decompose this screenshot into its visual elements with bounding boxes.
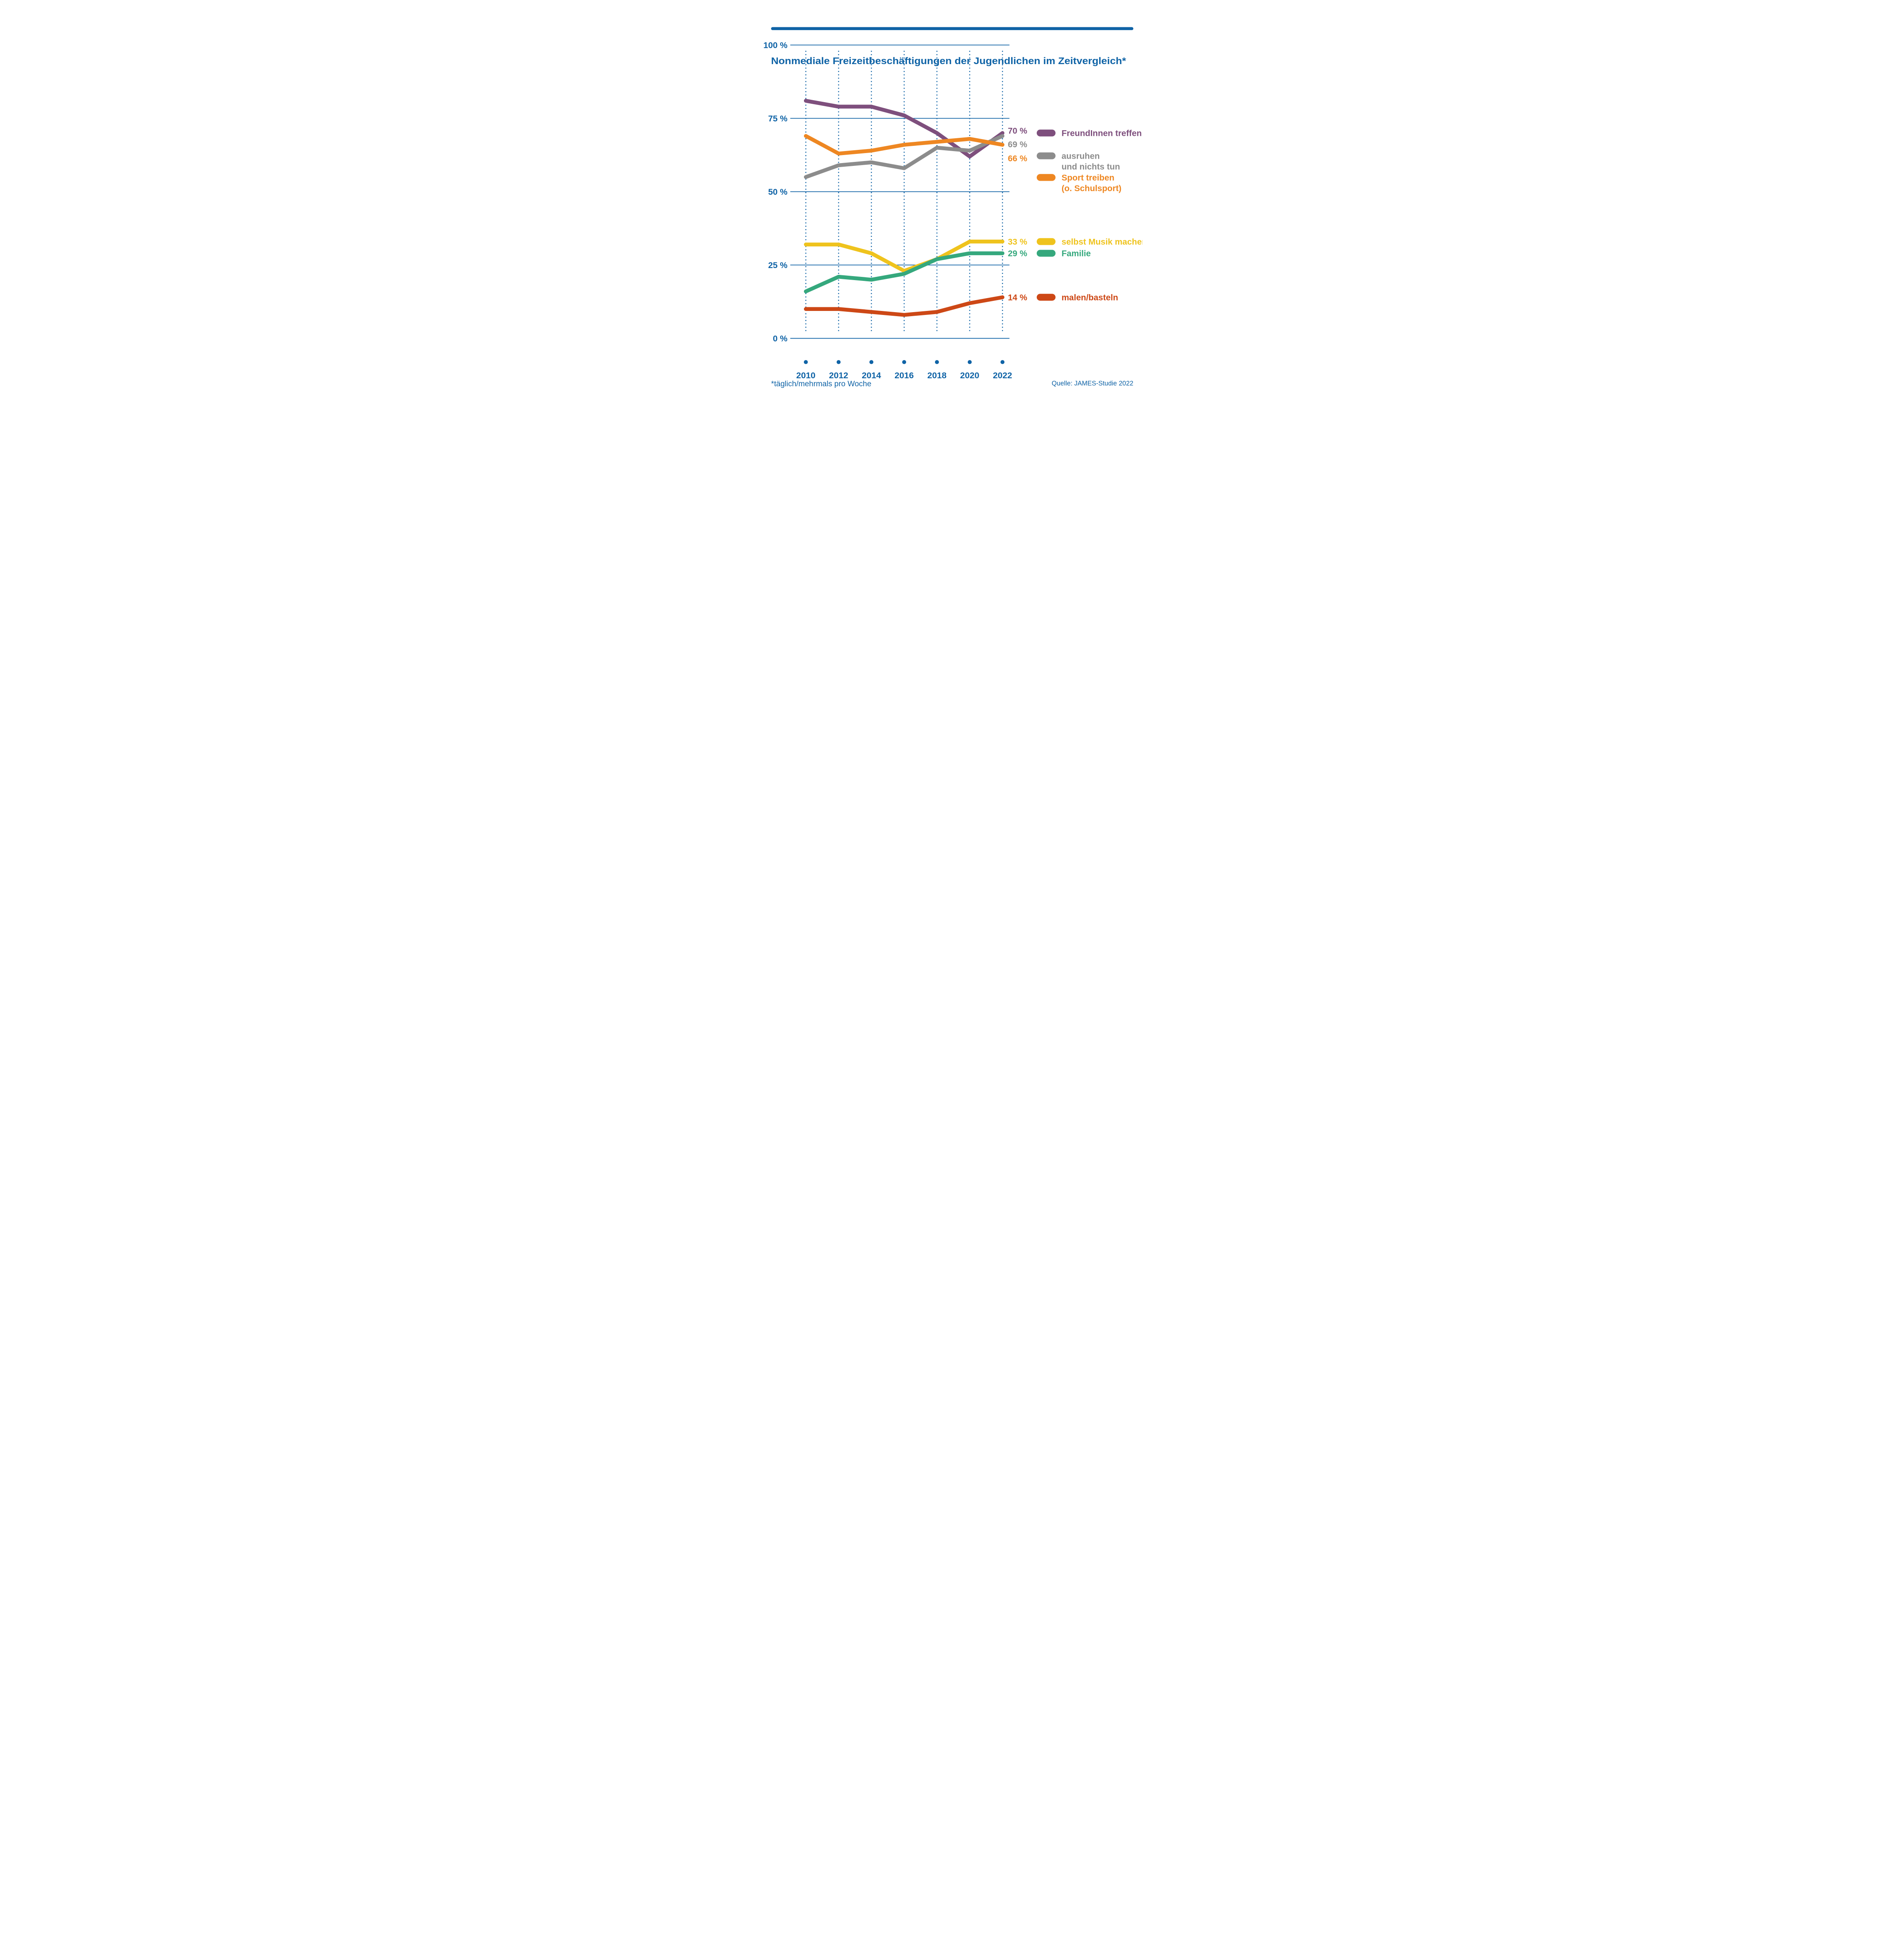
value-label-ausruhen-und-nichts-tun: 69 % (1008, 140, 1027, 149)
legend-label-ausruhen-und-nichts-tun-1: und nichts tun (1061, 162, 1120, 171)
legend-label-sport-treiben-o-schulsport-0: Sport treiben (1061, 174, 1114, 183)
chart-canvas: Nonmediale Freizeitbeschäftigungen der J… (763, 27, 1143, 388)
axis-dot-2010 (804, 360, 808, 364)
legend-item-sport-treiben-o-schulsport: Sport treiben(o. Schulsport) (1036, 174, 1121, 193)
series-line-sport-treiben-o-schulsport (804, 134, 1004, 156)
y-tick-0: 0 % (773, 334, 787, 343)
legend-label-sport-treiben-o-schulsport-1: (o. Schulsport) (1061, 184, 1121, 193)
source: Quelle: JAMES-Studie 2022 (1052, 380, 1133, 387)
axis-dot-2020 (967, 360, 972, 364)
legend-swatch-malen-basteln (1036, 294, 1056, 301)
value-label-malen-basteln: 14 % (1008, 293, 1027, 302)
y-tick-100: 100 % (763, 41, 787, 50)
legend-item-selbst-musik-machen: selbst Musik machen (1036, 237, 1143, 246)
x-label-2014: 2014 (862, 370, 881, 380)
x-label-2020: 2020 (960, 370, 979, 380)
series-line-selbst-musik-machen (804, 240, 1004, 273)
axis-dot-2018 (935, 360, 939, 364)
legend-item-familie: Familie (1036, 249, 1091, 258)
footnote: *täglich/mehrmals pro Woche (771, 380, 871, 388)
legend-swatch-ausruhen-und-nichts-tun (1036, 152, 1056, 159)
axis-dot-2012 (836, 360, 841, 364)
legend-label-selbst-musik-machen-0: selbst Musik machen (1061, 237, 1142, 246)
y-tick-75: 75 % (768, 114, 787, 123)
axis-dot-2022 (1000, 360, 1004, 364)
series-line-freundinnen-treffen (804, 99, 1004, 159)
legend-swatch-freundinnen-treffen (1036, 129, 1056, 137)
y-tick-25: 25 % (768, 261, 787, 270)
value-label-freundinnen-treffen: 70 % (1008, 127, 1027, 136)
series-line-ausruhen-und-nichts-tun (804, 134, 1004, 179)
title-rule (771, 27, 1133, 30)
axis-dot-2014 (869, 360, 873, 364)
legend-item-freundinnen-treffen: FreundInnen treffen (1036, 129, 1141, 138)
legend-label-malen-basteln-0: malen/basteln (1061, 293, 1118, 302)
page-title: Nonmediale Freizeitbeschäftigungen der J… (771, 56, 1126, 67)
legend-item-malen-basteln: malen/basteln (1036, 293, 1118, 302)
value-label-familie: 29 % (1008, 249, 1027, 258)
legend-swatch-sport-treiben-o-schulsport (1036, 174, 1056, 181)
x-label-2010: 2010 (796, 370, 815, 380)
x-label-2018: 2018 (927, 370, 946, 380)
value-label-sport-treiben-o-schulsport: 66 % (1008, 154, 1027, 163)
series-line-malen-basteln (804, 295, 1004, 317)
legend-swatch-selbst-musik-machen (1036, 238, 1056, 245)
axis-dot-2016 (902, 360, 906, 364)
legend-label-ausruhen-und-nichts-tun-0: ausruhen (1061, 152, 1099, 161)
y-tick-50: 50 % (768, 188, 787, 197)
x-label-2022: 2022 (993, 370, 1012, 380)
plot-area: 100 % 75 % 50 % 25 % 0 % 2010 2012 2014 2016 2018… (763, 41, 1142, 380)
infographic-page: Nonmediale Freizeitbeschäftigungen der J… (761, 0, 1143, 392)
x-label-2016: 2016 (894, 370, 914, 380)
legend-label-freundinnen-treffen-0: FreundInnen treffen (1061, 129, 1141, 138)
legend-label-familie-0: Familie (1061, 249, 1090, 258)
series-line-familie (804, 251, 1004, 294)
value-label-selbst-musik-machen: 33 % (1008, 237, 1027, 246)
x-label-2012: 2012 (829, 370, 848, 380)
legend-swatch-familie (1036, 250, 1056, 257)
